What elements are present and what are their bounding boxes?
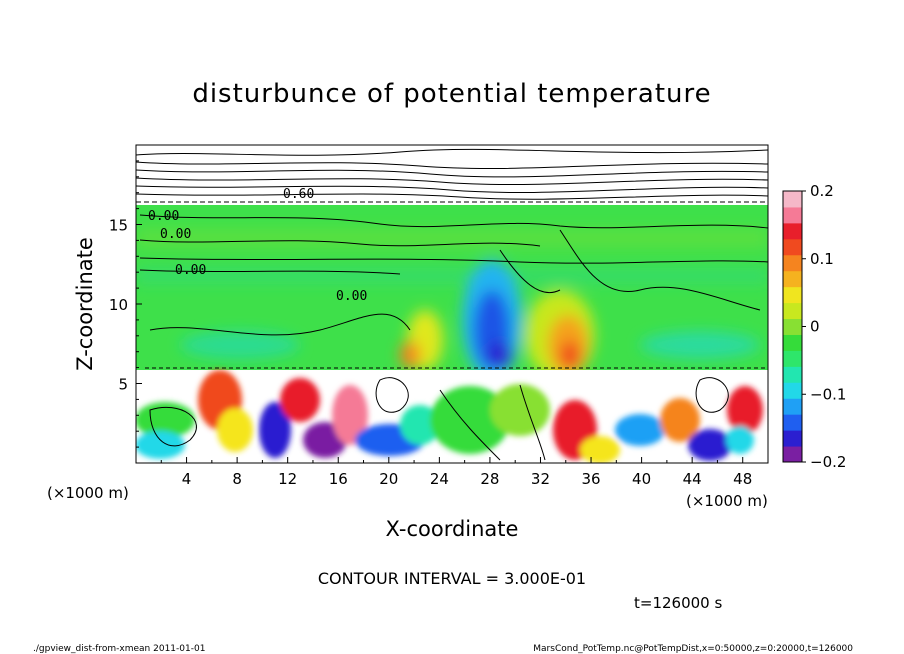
anomaly-field [136,228,768,380]
y-unit-label: (×1000 m) [686,492,768,510]
colorbar-swatch [783,398,802,415]
contour-label-group: 0.60 0.00 0.00 0.00 0.00 [148,187,367,304]
x-tick-label: 28 [480,470,499,488]
colorbar-swatch [783,254,802,272]
x-tick-label: 48 [733,470,752,488]
x-tick-label: 40 [632,470,651,488]
contour-label: 0.00 [336,289,367,304]
colorbar-swatch [783,366,802,383]
x-tick-label: 32 [531,470,550,488]
x-axis: 4 8 12 16 20 24 28 32 36 40 44 48 [160,457,769,488]
y-axis-title: Z-coordinate [73,237,97,371]
colorbar-tick-label: 0.2 [810,182,834,200]
colorbar-swatch [783,318,802,335]
colorbar: 0.2 0.1 0 −0.1 −0.2 [782,182,846,471]
contour-label: 0.00 [148,209,179,224]
x-tick-label: 4 [182,470,192,488]
colorbar-swatch [783,238,802,256]
footer-right-label: MarsCond_PotTemp.nc@PotTempDist,x=0:5000… [533,644,853,654]
x-tick-label: 12 [278,470,297,488]
contour-label: 0.60 [283,187,314,202]
footer-left-label: ./gpview_dist-from-xmean 2011-01-01 [33,644,205,654]
colorbar-swatch [783,334,802,351]
contour-interval-label: CONTOUR INTERVAL = 3.000E-01 [318,569,586,588]
colorbar-swatch [783,286,802,304]
x-tick-label: 44 [683,470,702,488]
time-label: t=126000 s [634,594,722,612]
x-tick-label: 36 [581,470,600,488]
y-tick-label: 15 [109,217,128,235]
colorbar-tick-label: 0 [810,318,820,336]
colorbar-tick-label: −0.1 [810,385,846,403]
colorbar-swatch [783,382,802,399]
colorbar-swatch [783,222,802,240]
plot-area: 0.60 0.00 0.00 0.00 0.00 [135,144,769,464]
colorbar-swatch [783,206,802,224]
x-axis-title: X-coordinate [386,517,519,541]
colorbar-swatch [783,414,802,431]
colorbar-swatch [783,446,802,463]
y-axis: 5 10 15 [109,160,142,448]
x-tick-label: 8 [232,470,242,488]
contour-label: 0.00 [175,263,206,278]
colorbar-swatch [783,430,802,447]
x-tick-label: 20 [379,470,398,488]
colorbar-swatch [783,350,802,367]
chart-title: disturbunce of potential temperature [192,79,711,109]
contour-label: 0.00 [160,227,191,242]
y-tick-label: 10 [109,296,128,314]
x-unit-label: (×1000 m) [47,484,129,502]
turbulent-field [136,370,763,463]
x-tick-label: 24 [430,470,449,488]
contour-lines [136,148,768,461]
colorbar-tick-label: −0.2 [810,453,846,471]
colorbar-swatch [783,270,802,288]
colorbar-swatch [783,191,802,208]
x-tick-label: 16 [329,470,348,488]
colorbar-tick-label: 0.1 [810,250,834,268]
y-tick-label: 5 [118,376,128,394]
colorbar-swatch [783,302,802,320]
